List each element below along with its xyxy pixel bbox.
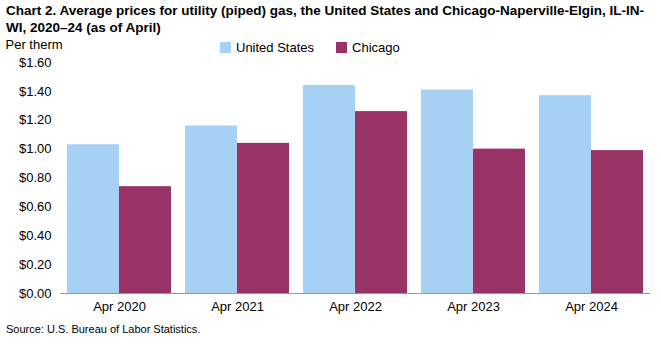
svg-text:Apr 2024: Apr 2024 bbox=[565, 299, 618, 314]
svg-text:Per therm: Per therm bbox=[6, 37, 63, 52]
svg-text:Apr 2020: Apr 2020 bbox=[93, 299, 146, 314]
html-text:Chicago: Chicago bbox=[352, 40, 400, 55]
html-text:Source: U.S. Bureau of Labor S: Source: U.S. Bureau of Labor Statistics. bbox=[6, 323, 201, 335]
svg-text:$1.40: $1.40 bbox=[19, 84, 52, 99]
svg-text:$1.00: $1.00 bbox=[19, 141, 52, 156]
html-text:United States: United States bbox=[236, 40, 314, 55]
svg-text:$0.80: $0.80 bbox=[19, 170, 52, 185]
svg-text:$1.20: $1.20 bbox=[19, 112, 52, 127]
svg-text:Apr 2021: Apr 2021 bbox=[211, 299, 264, 314]
svg-text:$1.60: $1.60 bbox=[19, 55, 52, 70]
html-text:Chart 2. Average prices for ut: Chart 2. Average prices for utility (pip… bbox=[6, 3, 645, 35]
svg-text:$0.20: $0.20 bbox=[19, 257, 52, 272]
svg-text:Apr 2022: Apr 2022 bbox=[329, 299, 382, 314]
svg-text:Apr 2023: Apr 2023 bbox=[447, 299, 500, 314]
svg-text:$0.00: $0.00 bbox=[19, 286, 52, 301]
svg-text:$0.40: $0.40 bbox=[19, 228, 52, 243]
svg-text:$0.60: $0.60 bbox=[19, 199, 52, 214]
